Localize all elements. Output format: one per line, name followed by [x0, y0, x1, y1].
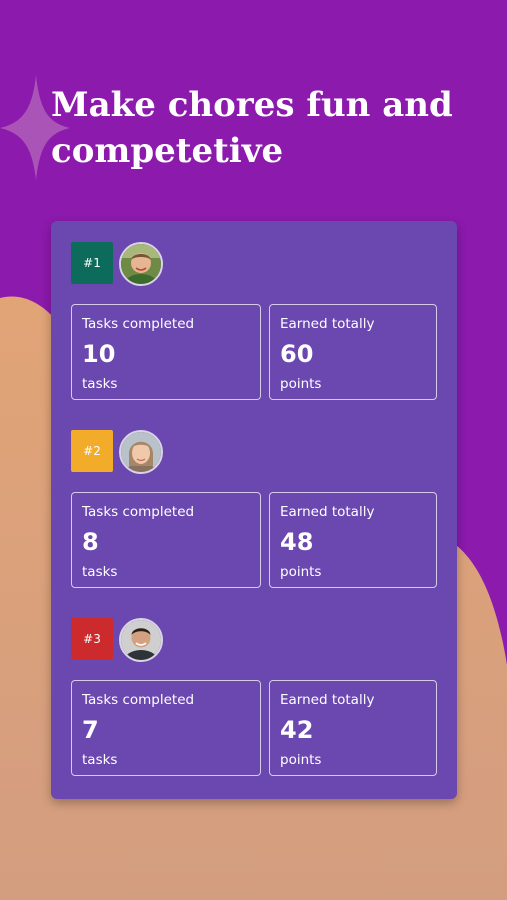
rank-label: #3: [83, 632, 101, 646]
points-label: Earned totally: [280, 316, 375, 332]
rank-badge: #3: [71, 618, 113, 660]
leaderboard-entry-3: #3 Tasks completed 7 tasks Earned totall…: [71, 618, 437, 776]
tasks-value: 10: [82, 340, 116, 368]
points-unit: points: [280, 752, 322, 768]
tasks-completed-card: Tasks completed 10 tasks: [71, 304, 261, 400]
tasks-unit: tasks: [82, 752, 118, 768]
tasks-label: Tasks completed: [82, 692, 195, 708]
earned-points-card: Earned totally 48 points: [269, 492, 437, 588]
tasks-value: 7: [82, 716, 99, 744]
earned-points-card: Earned totally 60 points: [269, 304, 437, 400]
rank-label: #2: [83, 444, 101, 458]
tasks-value: 8: [82, 528, 99, 556]
rank-badge: #2: [71, 430, 113, 472]
leaderboard-entry-1: #1 Tasks completed 10 tasks Earned total…: [71, 242, 437, 400]
points-value: 60: [280, 340, 314, 368]
points-value: 48: [280, 528, 314, 556]
points-label: Earned totally: [280, 692, 375, 708]
points-unit: points: [280, 564, 322, 580]
points-label: Earned totally: [280, 504, 375, 520]
page-headline: Make chores fun and competetive: [51, 85, 453, 171]
man-avatar: [119, 618, 163, 662]
girl-avatar: [119, 430, 163, 474]
tasks-label: Tasks completed: [82, 316, 195, 332]
points-value: 42: [280, 716, 314, 744]
points-unit: points: [280, 376, 322, 392]
rank-label: #1: [83, 256, 101, 270]
rank-badge: #1: [71, 242, 113, 284]
tasks-unit: tasks: [82, 376, 118, 392]
tasks-completed-card: Tasks completed 7 tasks: [71, 680, 261, 776]
earned-points-card: Earned totally 42 points: [269, 680, 437, 776]
sparkle-decoration: [0, 75, 70, 181]
tasks-label: Tasks completed: [82, 504, 195, 520]
tasks-completed-card: Tasks completed 8 tasks: [71, 492, 261, 588]
leaderboard-card: #1 Tasks completed 10 tasks Earned total…: [51, 221, 457, 799]
boy-avatar: [119, 242, 163, 286]
leaderboard-entry-2: #2 Tasks completed 8 tasks Earned totall…: [71, 430, 437, 588]
tasks-unit: tasks: [82, 564, 118, 580]
